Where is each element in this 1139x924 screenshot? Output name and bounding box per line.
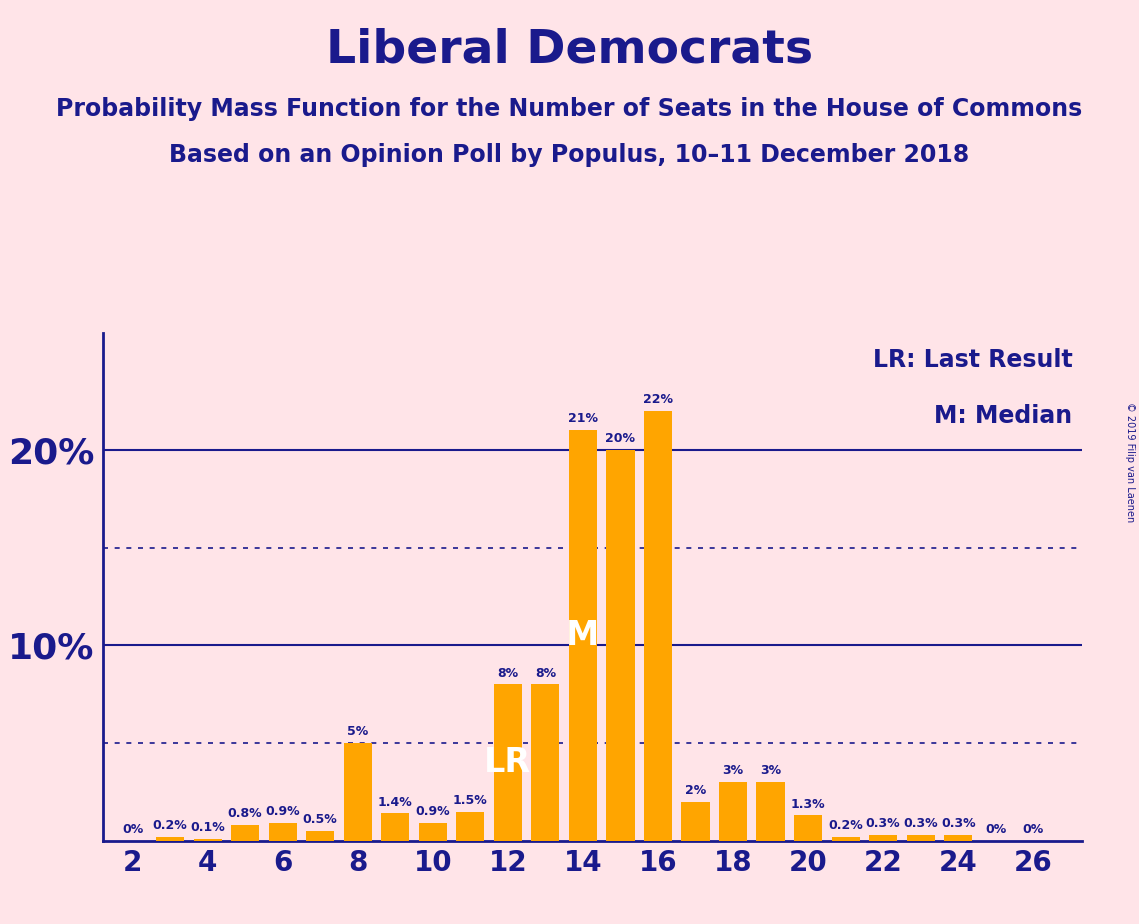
Text: LR: Last Result: LR: Last Result (872, 347, 1072, 371)
Bar (231, 825, 260, 841)
Bar (269, 823, 297, 841)
Bar (681, 802, 710, 841)
Text: 2%: 2% (685, 784, 706, 796)
Text: 0%: 0% (122, 823, 144, 836)
Bar (382, 813, 409, 841)
Text: 1.3%: 1.3% (790, 797, 826, 810)
Bar (494, 685, 522, 841)
Bar (306, 831, 334, 841)
Text: 3%: 3% (760, 764, 781, 777)
Text: Probability Mass Function for the Number of Seats in the House of Commons: Probability Mass Function for the Number… (56, 97, 1083, 121)
Text: 8%: 8% (498, 666, 518, 679)
Bar (831, 837, 860, 841)
Bar (644, 411, 672, 841)
Bar (194, 839, 222, 841)
Text: 1.5%: 1.5% (453, 794, 487, 807)
Bar (344, 743, 371, 841)
Text: 22%: 22% (642, 393, 673, 406)
Text: 21%: 21% (568, 412, 598, 425)
Text: © 2019 Filip van Laenen: © 2019 Filip van Laenen (1125, 402, 1134, 522)
Bar (156, 837, 185, 841)
Text: 0.3%: 0.3% (941, 817, 975, 830)
Bar (568, 431, 597, 841)
Bar (457, 811, 484, 841)
Text: 0.9%: 0.9% (416, 806, 450, 819)
Bar (794, 816, 822, 841)
Text: 0%: 0% (1023, 823, 1043, 836)
Text: Based on an Opinion Poll by Populus, 10–11 December 2018: Based on an Opinion Poll by Populus, 10–… (170, 143, 969, 167)
Text: M: M (566, 619, 599, 652)
Text: Liberal Democrats: Liberal Democrats (326, 28, 813, 73)
Text: 0.5%: 0.5% (303, 813, 337, 826)
Bar (531, 685, 559, 841)
Text: LR: LR (484, 747, 532, 779)
Text: 1.4%: 1.4% (378, 796, 412, 808)
Bar (907, 835, 935, 841)
Text: 0.2%: 0.2% (828, 819, 863, 832)
Text: 0.3%: 0.3% (903, 817, 939, 830)
Text: 20%: 20% (606, 432, 636, 445)
Text: 5%: 5% (347, 725, 368, 738)
Bar (869, 835, 898, 841)
Text: 0.3%: 0.3% (866, 817, 901, 830)
Text: 3%: 3% (722, 764, 744, 777)
Bar (944, 835, 973, 841)
Bar (719, 783, 747, 841)
Text: M: Median: M: Median (934, 404, 1072, 428)
Bar (606, 450, 634, 841)
Text: 0.9%: 0.9% (265, 806, 300, 819)
Bar (756, 783, 785, 841)
Text: 0.8%: 0.8% (228, 808, 262, 821)
Text: 8%: 8% (535, 666, 556, 679)
Text: 0%: 0% (985, 823, 1007, 836)
Text: 0.2%: 0.2% (153, 819, 188, 832)
Text: 0.1%: 0.1% (190, 821, 226, 834)
Bar (419, 823, 446, 841)
